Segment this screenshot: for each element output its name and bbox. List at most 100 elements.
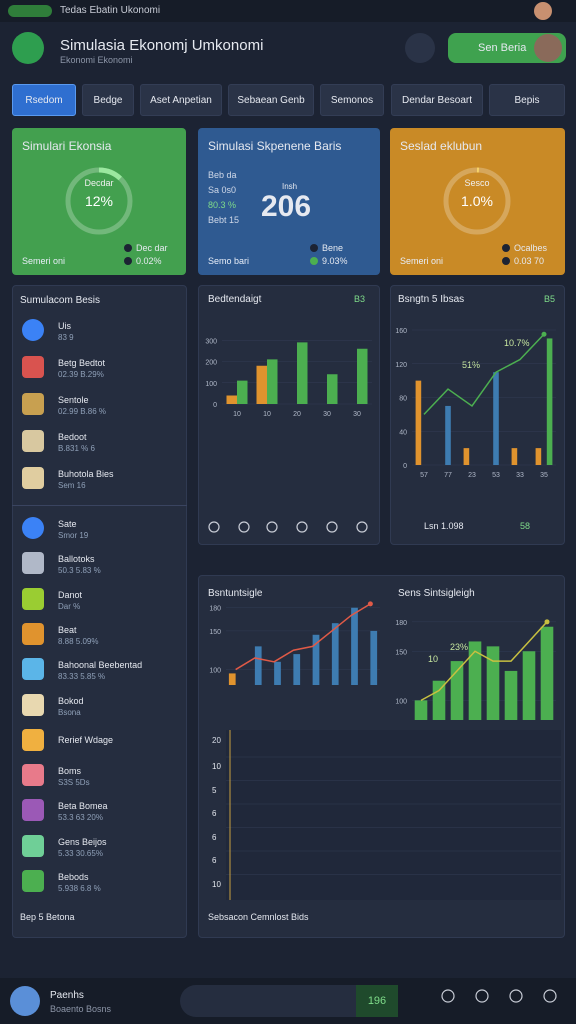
item-icon[interactable] [22, 693, 44, 716]
item-icon[interactable] [22, 870, 44, 892]
sidebar-footer: Bep 5 Betona [20, 912, 75, 922]
card-title: Seslad eklubun [400, 139, 483, 153]
item-name[interactable]: Gens Beijos [58, 836, 107, 847]
tab[interactable]: Aset Anpetian [140, 84, 222, 116]
item-sub: Sem 16 [58, 481, 86, 490]
nav-icon [543, 989, 557, 1003]
item-name[interactable]: Bahoonal Beebentad [58, 660, 143, 671]
card-blue [198, 128, 380, 275]
item-name[interactable]: Rerief Wdage [58, 734, 114, 745]
bar [463, 448, 470, 465]
bar [445, 405, 451, 465]
card-list-item: Sa 0s0 [208, 185, 237, 195]
nav-icon [509, 989, 523, 1003]
item-icon[interactable] [22, 517, 44, 539]
tab[interactable]: Bedge [82, 84, 134, 116]
item-icon[interactable] [22, 430, 44, 452]
bar [331, 623, 339, 685]
item-name[interactable]: Buhotola Bies [58, 469, 114, 479]
item-name[interactable]: Beta Bomea [58, 801, 108, 812]
legend-item: Ocalbes [514, 243, 548, 253]
item-icon[interactable] [22, 834, 44, 857]
item-name[interactable]: Ballotoks [58, 554, 95, 565]
item-sub: 53.3 63 20% [58, 813, 103, 823]
item-sub: S3S 5Ds [58, 778, 90, 788]
nav-subtitle: Boaento Bosns [50, 1004, 112, 1014]
y-tick-label: 100 [395, 698, 407, 705]
chart-footer: Lsn 1.098 [424, 521, 464, 531]
bar [450, 661, 464, 720]
footer-icon [208, 521, 220, 533]
line [420, 621, 548, 702]
item-icon[interactable] [22, 728, 44, 751]
footer-icon [356, 521, 368, 533]
item-name[interactable]: Sate [58, 519, 77, 529]
item-icon[interactable] [22, 393, 44, 415]
big-value: 206 [261, 190, 312, 223]
table-cell: 6 [212, 809, 217, 818]
item-icon[interactable] [22, 587, 44, 610]
bar [511, 448, 518, 465]
bar [357, 348, 368, 404]
item-icon[interactable] [22, 552, 44, 575]
big-label: Insh [282, 182, 298, 191]
legend-dot [310, 257, 318, 265]
line-end [544, 619, 550, 625]
card-title: Simulasi Skpenene Baris [208, 139, 342, 153]
y-tick-label: 0 [213, 402, 217, 409]
bar [540, 626, 554, 720]
x-tick-label: 35 [540, 472, 548, 479]
item-sub: Dar % [58, 601, 81, 611]
table-bg [226, 730, 561, 900]
item-name[interactable]: Bedoot [58, 432, 87, 442]
line [235, 603, 371, 671]
item-name[interactable]: Boms [58, 766, 82, 777]
item-icon[interactable] [22, 356, 44, 378]
item-name[interactable]: Sentole [58, 395, 89, 405]
item-sub: Bsona [58, 707, 81, 717]
card-footer: Semeri oni [22, 256, 66, 266]
item-name[interactable]: Betg Bedtot [58, 358, 106, 368]
legend-item: 9.03% [322, 256, 348, 266]
x-tick-label: 33 [516, 472, 524, 479]
bar [267, 359, 278, 404]
ring-arc [443, 167, 511, 235]
icon-button[interactable] [405, 33, 435, 63]
status-title: Tedas Ebatin Ukonomi [60, 5, 161, 16]
nav-app-icon[interactable] [10, 986, 40, 1016]
nav-icon [441, 989, 455, 1003]
chart-badge: B5 [544, 294, 556, 304]
tab[interactable]: Bepis [489, 84, 565, 116]
item-icon[interactable] [22, 799, 44, 822]
x-tick-label: 53 [492, 472, 500, 479]
item-icon[interactable] [22, 764, 44, 787]
item-icon[interactable] [22, 467, 44, 489]
app-logo[interactable] [12, 32, 44, 64]
legend-dot [502, 244, 510, 252]
item-icon[interactable] [22, 622, 44, 645]
table-header-cell: 20 [212, 736, 221, 745]
bar [370, 630, 378, 685]
item-name[interactable]: Danot [58, 589, 83, 600]
tab[interactable]: Rsedom [12, 84, 76, 116]
legend-item: 0.02% [136, 256, 162, 266]
item-sub: 5.33 30.65% [58, 848, 103, 858]
tab[interactable]: Semonos [320, 84, 384, 116]
item-name[interactable]: Bokod [58, 695, 84, 706]
bar [546, 338, 553, 465]
legend-item: 0.03 70 [514, 256, 545, 266]
line [423, 333, 545, 415]
tab[interactable]: Sebaean Genb [228, 84, 314, 116]
item-icon[interactable] [22, 658, 44, 681]
item-sub: 5.938 6.8 % [58, 884, 101, 893]
item-name[interactable]: Beat [58, 624, 77, 635]
chart-title: Bsntuntsigle [208, 588, 263, 599]
tab[interactable]: Dendar Besoart [391, 84, 483, 116]
bar [468, 641, 482, 720]
item-icon[interactable] [22, 319, 44, 341]
item-name[interactable]: Uis [58, 321, 71, 331]
bar [274, 661, 281, 685]
bar [414, 700, 428, 720]
item-name[interactable]: Bebods [58, 872, 89, 882]
